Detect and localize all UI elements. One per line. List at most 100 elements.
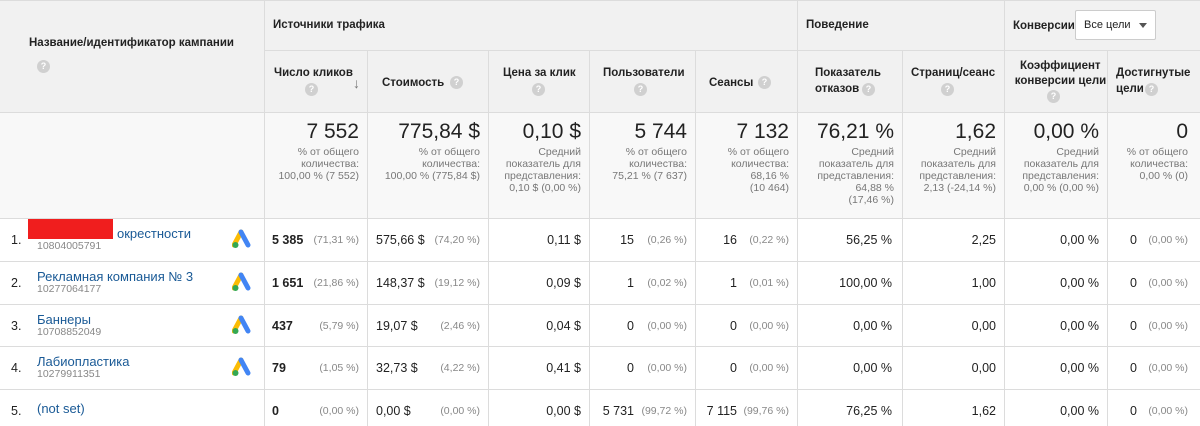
row-index: 5. [11, 404, 22, 418]
goal-completions-value: 0 [1130, 361, 1137, 375]
conversion-rate-value: 0,00 % [1060, 276, 1099, 290]
help-circle-icon[interactable]: ? [305, 83, 318, 96]
clicks-value: 79 [272, 361, 286, 375]
goal-completions-value: 0 [1130, 233, 1137, 247]
cost-percent: (0,00 %) [440, 405, 480, 417]
cpc-value: 0,41 $ [546, 361, 581, 375]
help-circle-icon[interactable]: ? [634, 83, 647, 96]
clicks-value: 0 [272, 404, 279, 418]
cost-percent: (2,46 %) [440, 320, 480, 332]
grid-line [0, 261, 1200, 262]
sessions-value: 0 [730, 361, 737, 375]
campaign-name-link[interactable]: окрестности [117, 226, 191, 241]
campaign-name-link[interactable]: (not set) [37, 401, 85, 416]
campaign-name-link[interactable]: Лабиопластика [37, 354, 130, 369]
users-percent: (99,72 %) [641, 405, 687, 417]
redacted-campaign-name [28, 219, 113, 239]
row-index: 4. [11, 361, 22, 375]
conversion-rate-value: 0,00 % [1060, 233, 1099, 247]
users-percent: (0,00 %) [647, 320, 687, 332]
bounce-rate-value: 0,00 % [853, 361, 892, 375]
goal-select-value: Все цели [1084, 19, 1131, 31]
table-row[interactable] [0, 346, 1200, 389]
sessions-percent: (0,00 %) [749, 320, 789, 332]
grid-line [0, 218, 1200, 219]
help-circle-icon[interactable]: ? [1047, 90, 1060, 103]
campaign-id: 10804005791 [37, 240, 102, 252]
bounce-rate-value: 76,25 % [846, 404, 892, 418]
clicks-percent: (21,86 %) [313, 277, 359, 289]
conversion-rate-column-header-line2[interactable]: конверсии цели [1014, 75, 1107, 87]
help-circle-icon[interactable]: ? [758, 76, 771, 89]
table-row[interactable] [0, 304, 1200, 347]
campaign-name-link[interactable]: Рекламная компания № 3 [37, 269, 194, 284]
users-percent: (0,26 %) [647, 234, 687, 246]
help-circle-icon[interactable]: ? [532, 83, 545, 96]
help-circle-icon[interactable]: ? [37, 60, 50, 73]
summary-clicks: 7 552 % от общего количества: 100,00 % (7 … [278, 120, 359, 182]
clicks-percent: (0,00 %) [319, 405, 359, 417]
grid-line [1004, 0, 1005, 426]
sessions-percent: (0,00 %) [749, 362, 789, 374]
users-value: 15 [620, 233, 634, 247]
pages-per-session-value: 0,00 [971, 319, 996, 333]
sessions-value: 0 [730, 319, 737, 333]
cpc-column-header[interactable]: Цена за клик [503, 67, 576, 79]
help-circle-icon[interactable]: ? [862, 83, 875, 96]
conversion-rate-column-header-line1[interactable]: Коэффициент [1020, 60, 1101, 72]
grid-line [0, 389, 1200, 390]
clicks-value: 437 [272, 319, 293, 333]
sessions-percent: (0,01 %) [749, 277, 789, 289]
summary-sessions: 7 132 % от общего количества: 68,16 % (10 4… [727, 120, 789, 194]
sessions-column-header[interactable]: Сеансы [709, 77, 754, 89]
goal-completions-value: 0 [1130, 319, 1137, 333]
goal-completions-percent: (0,00 %) [1148, 234, 1188, 246]
sessions-value: 16 [723, 233, 737, 247]
help-circle-icon[interactable]: ? [1145, 83, 1158, 96]
google-ads-icon [231, 357, 254, 377]
pages-per-session-column-header[interactable]: Страниц/сеанс [911, 67, 996, 79]
cpc-value: 0,09 $ [546, 276, 581, 290]
help-circle-icon[interactable]: ? [941, 83, 954, 96]
help-circle-icon[interactable]: ? [450, 76, 463, 89]
bounce-rate-column-header-line1[interactable]: Показатель [815, 67, 881, 79]
google-ads-icon [231, 272, 254, 292]
campaign-column-header[interactable]: Название/идентификатор кампании [29, 37, 234, 49]
sessions-value: 7 115 [706, 404, 737, 418]
sort-arrow-down-icon[interactable]: ↓ [353, 75, 360, 91]
summary-users: 5 744 % от общего количества: 75,21 % (7 6… [612, 120, 687, 182]
goal-completions-value: 0 [1130, 276, 1137, 290]
clicks-percent: (1,05 %) [319, 362, 359, 374]
bounce-rate-column-header-line2[interactable]: отказов [815, 83, 860, 95]
bounce-rate-value: 56,25 % [846, 233, 892, 247]
goal-completions-column-header-line1[interactable]: Достигнутые [1116, 67, 1191, 79]
summary-goal-completions: 0 % от общего количества: 0,00 % (0) [1126, 120, 1188, 182]
campaign-id: 10277064177 [37, 283, 102, 295]
goal-completions-percent: (0,00 %) [1148, 362, 1188, 374]
grid-line [797, 0, 798, 426]
campaign-name-link[interactable]: Баннеры [37, 312, 91, 327]
pages-per-session-value: 0,00 [971, 361, 996, 375]
row-index: 2. [11, 276, 22, 290]
clicks-value: 1 651 [272, 276, 304, 290]
traffic-sources-group-header: Источники трафика [273, 19, 385, 31]
users-column-header[interactable]: Пользователи [603, 67, 685, 79]
users-value: 0 [627, 319, 634, 333]
users-value: 0 [627, 361, 634, 375]
sessions-value: 1 [730, 276, 737, 290]
clicks-column-header[interactable]: Число кликов [274, 67, 353, 79]
campaign-id: 10279911351 [37, 368, 101, 380]
summary-cost: 775,84 $ % от общего количества: 100,00 % … [384, 120, 480, 182]
pages-per-session-value: 1,62 [971, 404, 996, 418]
goal-select-dropdown[interactable]: Все цели [1075, 10, 1156, 40]
goal-completions-percent: (0,00 %) [1148, 320, 1188, 332]
table-row[interactable] [0, 389, 1200, 426]
goal-completions-column-header-line2[interactable]: цели [1116, 83, 1144, 95]
cost-column-header[interactable]: Стоимость [382, 77, 445, 89]
bounce-rate-value: 0,00 % [853, 319, 892, 333]
cpc-value: 0,11 $ [547, 233, 581, 247]
conversion-rate-value: 0,00 % [1060, 404, 1099, 418]
clicks-percent: (5,79 %) [319, 320, 359, 332]
summary-conversion-rate: 0,00 % Средний показатель для представлени… [1022, 120, 1099, 194]
grid-line [264, 0, 265, 426]
